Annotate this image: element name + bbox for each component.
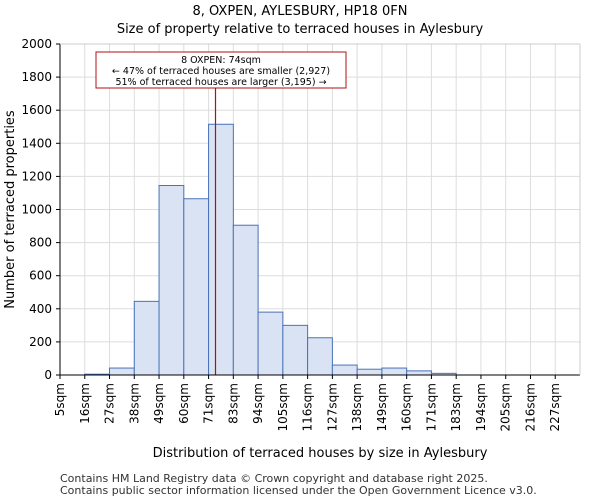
bar-71sqm xyxy=(208,123,234,376)
annotation-box xyxy=(95,51,347,89)
annotation-line-0: 8 OXPEN: 74sqm xyxy=(181,55,261,66)
x-tick-label-60sqm: 60sqm xyxy=(177,383,191,424)
marker-layer: 8 OXPEN: 74sqm← 47% of terraced houses a… xyxy=(95,51,347,375)
x-tick-label-149sqm: 149sqm xyxy=(375,383,389,431)
x-tick-label-116sqm: 116sqm xyxy=(301,383,315,431)
x-tick-label-71sqm: 71sqm xyxy=(202,383,216,424)
y-tick-label-10: 2000 xyxy=(21,37,52,51)
bar-116sqm xyxy=(307,337,333,376)
x-tick-label-194sqm: 194sqm xyxy=(474,383,488,431)
x-tick-label-94sqm: 94sqm xyxy=(251,383,265,424)
y-tick-label-2: 400 xyxy=(29,302,52,316)
y-tick-label-4: 800 xyxy=(29,236,52,250)
x-tick-label-138sqm: 138sqm xyxy=(350,383,364,431)
annotation-line-1: ← 47% of terraced houses are smaller (2,… xyxy=(112,66,330,77)
bar-94sqm xyxy=(257,311,284,376)
x-tick-label-171sqm: 171sqm xyxy=(424,383,438,431)
y-tick-label-1: 200 xyxy=(29,335,52,349)
bars-layer xyxy=(84,123,457,376)
x-tick-label-38sqm: 38sqm xyxy=(127,383,141,424)
x-tick-label-227sqm: 227sqm xyxy=(548,383,562,431)
x-tick-label-127sqm: 127sqm xyxy=(325,383,339,431)
x-tick-label-49sqm: 49sqm xyxy=(152,383,166,424)
chart-title: 8, OXPEN, AYLESBURY, HP18 0FN xyxy=(192,4,408,19)
x-tick-label-205sqm: 205sqm xyxy=(499,383,513,431)
histogram-plot: 8 OXPEN: 74sqm← 47% of terraced houses a… xyxy=(3,37,581,461)
x-tick-label-216sqm: 216sqm xyxy=(523,383,537,431)
x-tick-label-5sqm: 5sqm xyxy=(53,383,67,416)
x-tick-label-160sqm: 160sqm xyxy=(400,383,414,431)
bar-27sqm xyxy=(109,367,135,376)
axes-layer xyxy=(56,43,581,379)
chart-subtitle: Size of property relative to terraced ho… xyxy=(116,22,484,37)
y-tick-label-5: 1000 xyxy=(21,203,52,217)
bar-38sqm xyxy=(133,300,160,376)
labels-layer: 0 200 400 600 800 1000 1200 1400 1600 1800 2000 5sq… xyxy=(3,37,562,461)
bar-105sqm xyxy=(282,324,309,376)
y-tick-label-6: 1200 xyxy=(21,169,52,183)
bar-138sqm xyxy=(356,368,383,376)
bar-60sqm xyxy=(183,198,210,376)
x-tick-label-83sqm: 83sqm xyxy=(226,383,240,424)
y-tick-label-0: 0 xyxy=(44,368,52,382)
bar-160sqm xyxy=(406,370,432,376)
footer-copyright: Contains HM Land Registry data © Crown c… xyxy=(60,472,488,485)
y-tick-label-7: 1400 xyxy=(21,136,52,150)
x-tick-label-16sqm: 16sqm xyxy=(78,383,92,424)
bar-49sqm xyxy=(158,185,185,376)
y-tick-label-9: 1800 xyxy=(21,70,52,84)
bar-83sqm xyxy=(232,224,259,376)
x-axis-title: Distribution of terraced houses by size … xyxy=(153,446,488,461)
y-tick-label-8: 1600 xyxy=(21,103,52,117)
footer-licence: Contains public sector information licen… xyxy=(60,484,537,497)
x-tick-label-27sqm: 27sqm xyxy=(103,383,117,424)
bar-127sqm xyxy=(331,364,358,376)
annotation-line-2: 51% of terraced houses are larger (3,195… xyxy=(115,77,326,88)
y-axis-title: Number of terraced properties xyxy=(3,110,18,309)
x-tick-label-183sqm: 183sqm xyxy=(449,383,463,431)
x-tick-label-105sqm: 105sqm xyxy=(276,383,290,431)
y-tick-label-3: 600 xyxy=(29,269,52,283)
bar-149sqm xyxy=(381,367,408,376)
